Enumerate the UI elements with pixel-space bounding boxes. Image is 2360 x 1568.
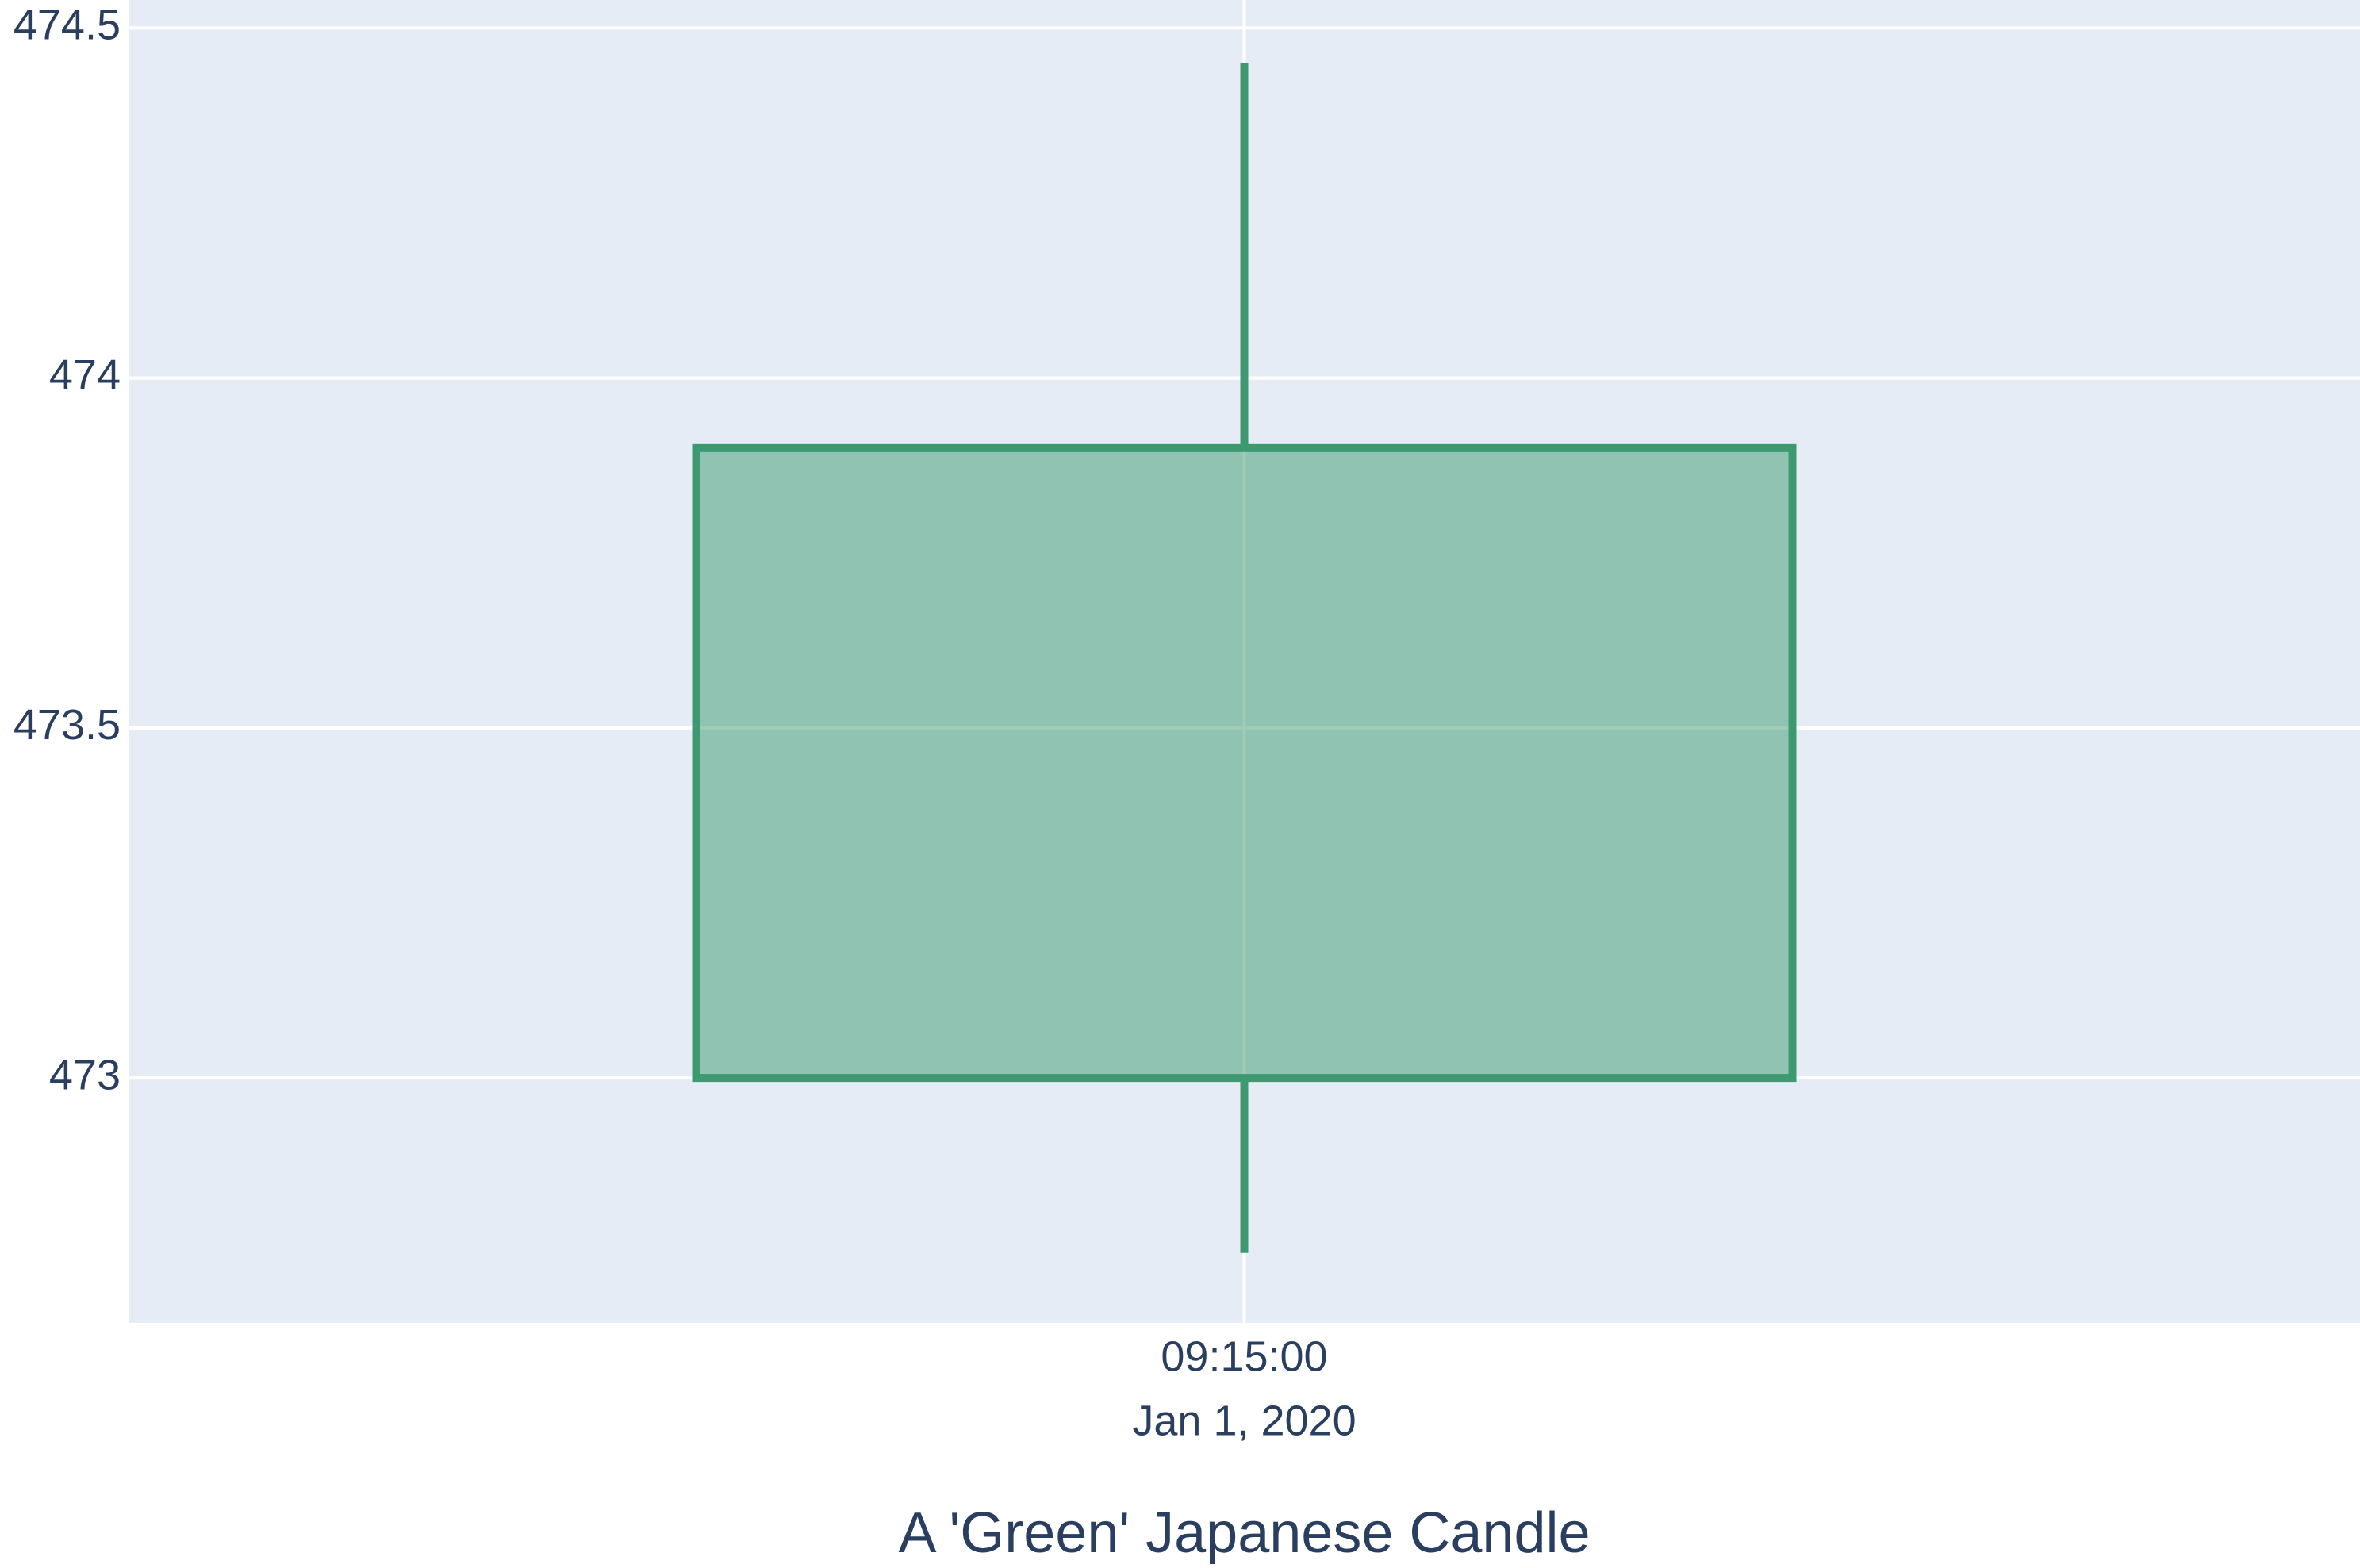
x-tick-label-date: Jan 1, 2020 [1132, 1397, 1356, 1444]
y-tick-label: 473 [49, 1051, 121, 1098]
x-axis-title: A 'Green' Japanese Candle [898, 1501, 1590, 1565]
y-tick-label: 473.5 [13, 701, 121, 749]
candle-body-increasing [692, 443, 1797, 1083]
y-tick-label: 474.5 [13, 2, 121, 49]
candles [692, 63, 1797, 1253]
y-tick-label: 474 [49, 351, 121, 399]
x-tick-label-time: 09:15:00 [1161, 1332, 1327, 1380]
y-axis-ticks: 473 473.5 474 474.5 [13, 2, 121, 1099]
x-axis-ticks: 09:15:00 Jan 1, 2020 [1132, 1332, 1356, 1444]
